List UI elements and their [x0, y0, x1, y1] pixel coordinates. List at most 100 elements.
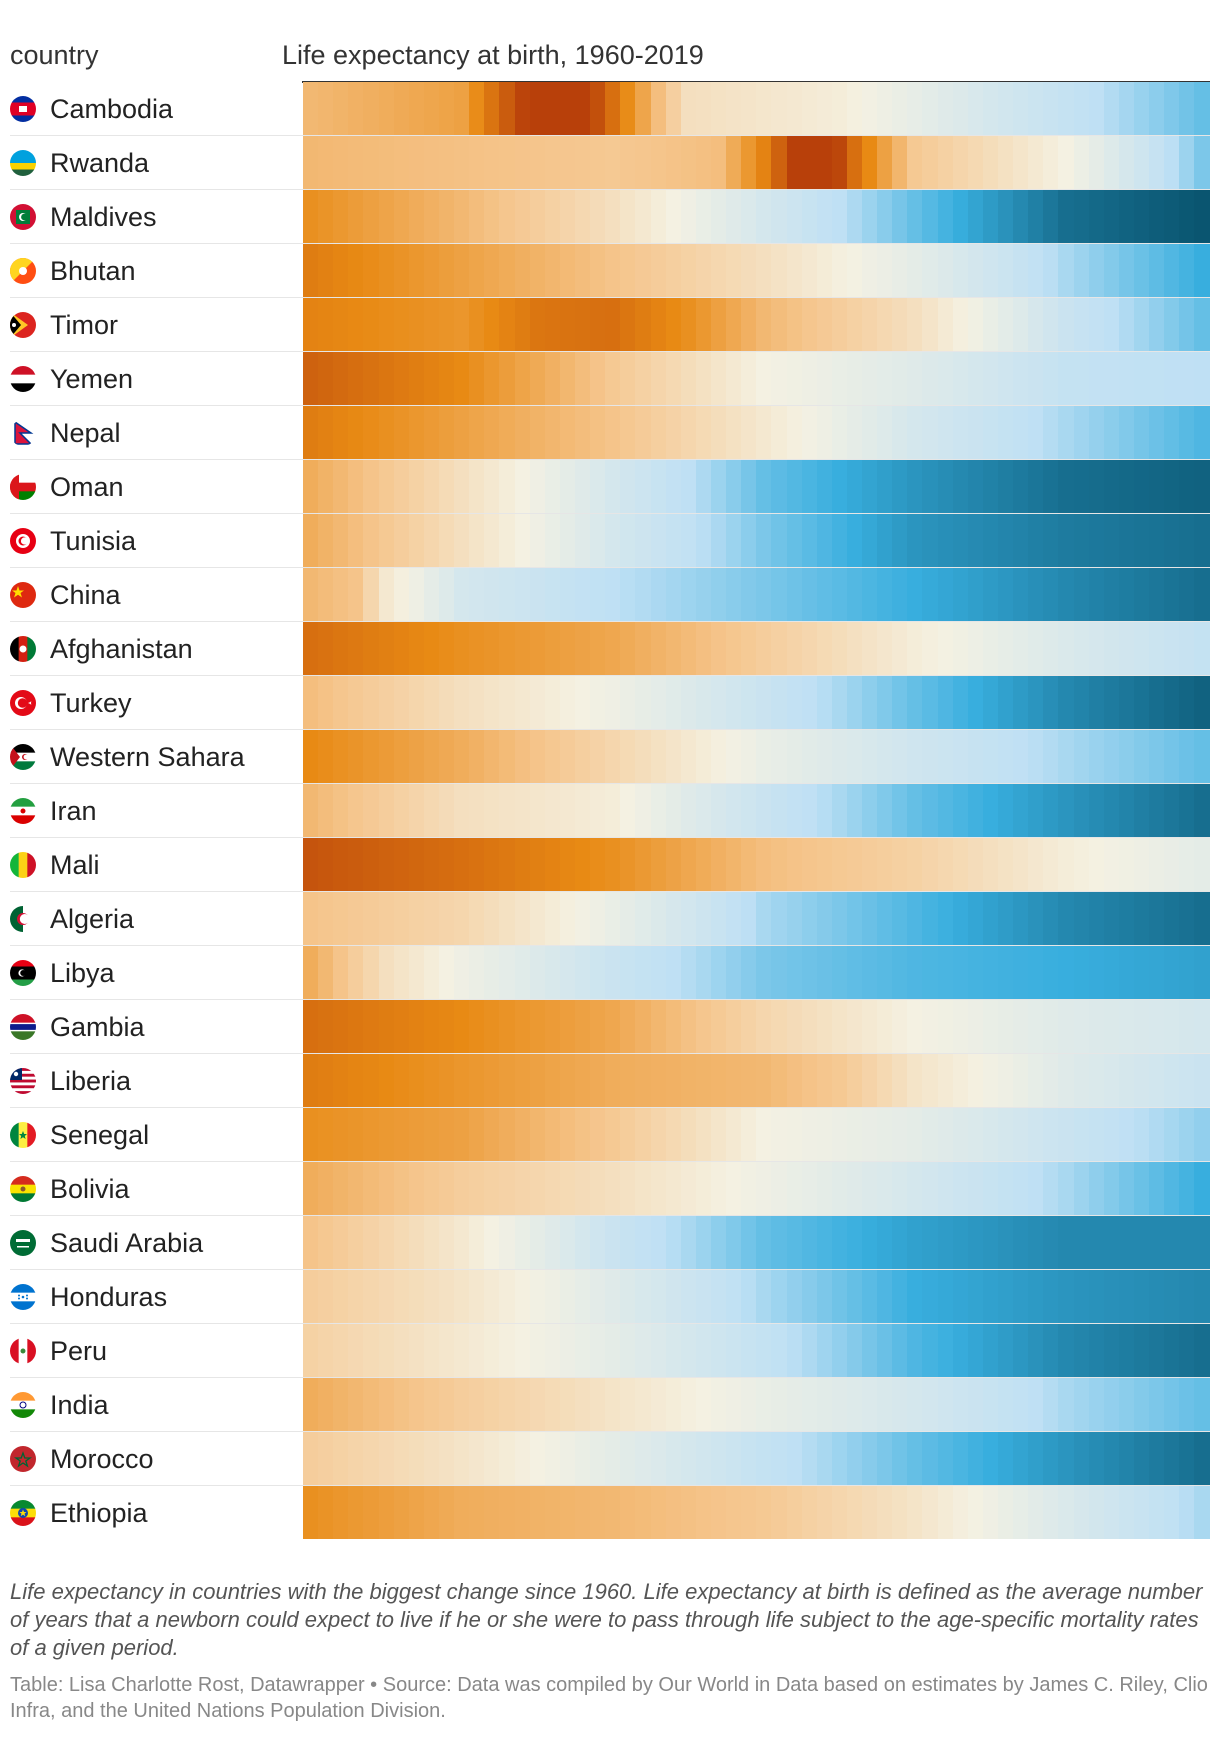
- heat-cell: [695, 1378, 711, 1431]
- heat-cell: [952, 460, 968, 513]
- heat-cell: [1194, 1216, 1210, 1269]
- heat-cell: [680, 784, 696, 837]
- heat-cell: [469, 838, 485, 891]
- heat-cell: [378, 676, 394, 729]
- heat-cell: [1013, 514, 1029, 567]
- heat-cell: [469, 82, 485, 135]
- heat-cell: [710, 1378, 727, 1431]
- heat-cell: [544, 892, 560, 945]
- heat-cell: [982, 82, 999, 135]
- heat-cell: [559, 244, 575, 297]
- heat-cell: [846, 1054, 863, 1107]
- heat-cell: [710, 730, 727, 783]
- heat-cell: [1043, 190, 1059, 243]
- heat-cell: [998, 1054, 1014, 1107]
- heat-cell: [846, 784, 863, 837]
- heat-cell: [499, 460, 515, 513]
- heat-cell: [303, 1324, 319, 1377]
- heat-cell: [771, 784, 787, 837]
- heat-cell: [303, 136, 319, 189]
- heat-cell: [363, 892, 379, 945]
- heat-cell: [907, 568, 923, 621]
- heat-cell: [756, 1432, 772, 1485]
- heat-cell: [726, 514, 742, 567]
- heat-cell: [982, 892, 999, 945]
- heat-cell: [620, 190, 636, 243]
- heat-cell: [514, 190, 530, 243]
- heat-cell: [544, 568, 560, 621]
- heat-cell: [665, 622, 681, 675]
- heat-cell: [469, 622, 485, 675]
- heat-cell: [786, 1108, 802, 1161]
- heat-cell: [574, 784, 591, 837]
- heat-cell: [952, 676, 968, 729]
- heat-cell: [484, 1324, 500, 1377]
- heat-cell: [967, 244, 983, 297]
- heat-cell: [348, 1378, 364, 1431]
- heat-cell: [937, 406, 953, 459]
- heat-cell: [348, 730, 364, 783]
- heat-cell: [499, 622, 515, 675]
- heat-cell: [469, 892, 485, 945]
- heat-cell: [423, 1108, 439, 1161]
- heat-cell: [998, 730, 1014, 783]
- heat-cell: [1134, 784, 1150, 837]
- heat-cell: [877, 514, 893, 567]
- heat-cell: [469, 1000, 485, 1053]
- heat-cell: [922, 406, 938, 459]
- heat-cell: [1088, 1324, 1104, 1377]
- heat-cell: [892, 460, 908, 513]
- heat-cell: [1164, 136, 1180, 189]
- heat-cell: [771, 460, 787, 513]
- heat-cell: [1118, 730, 1135, 783]
- heat-cell: [650, 1270, 666, 1323]
- heat-cell: [1164, 622, 1180, 675]
- heat-cell: [348, 1000, 364, 1053]
- heat-cell: [1179, 784, 1195, 837]
- heat-cell: [982, 568, 999, 621]
- heat-cell: [1149, 622, 1165, 675]
- heat-cell: [786, 892, 802, 945]
- heat-cell: [1134, 190, 1150, 243]
- heat-cell: [499, 1324, 515, 1377]
- heat-cell: [710, 1054, 727, 1107]
- heat-cell: [1013, 784, 1029, 837]
- heat-cell: [544, 1432, 560, 1485]
- heat-cell: [998, 514, 1014, 567]
- heat-cell: [937, 892, 953, 945]
- table-row: Senegal: [10, 1108, 1210, 1162]
- heat-cell: [1043, 352, 1059, 405]
- heat-cell: [982, 406, 999, 459]
- heat-cell: [514, 1216, 530, 1269]
- heat-cell: [937, 298, 953, 351]
- heat-cell: [922, 460, 938, 513]
- heat-cell: [318, 730, 334, 783]
- heat-cell: [710, 622, 727, 675]
- heat-cell: [1103, 1486, 1119, 1539]
- heat-cell: [1103, 676, 1119, 729]
- heat-cell: [650, 730, 666, 783]
- heat-cell: [907, 676, 923, 729]
- heat-cell: [786, 838, 802, 891]
- heat-cell: [982, 298, 999, 351]
- heat-cell: [1088, 1216, 1104, 1269]
- heat-cell: [1194, 136, 1210, 189]
- heat-cell: [846, 1216, 863, 1269]
- heat-cell: [862, 1378, 878, 1431]
- heat-cell: [998, 784, 1014, 837]
- heat-cell: [877, 82, 893, 135]
- heat-cell: [1103, 568, 1119, 621]
- heat-cell: [937, 136, 953, 189]
- heat-cell: [1043, 1216, 1059, 1269]
- heat-strip: [303, 514, 1210, 567]
- heat-cell: [393, 892, 409, 945]
- heat-cell: [620, 1378, 636, 1431]
- heat-cell: [952, 568, 968, 621]
- heat-cell: [1149, 406, 1165, 459]
- heat-cell: [1028, 136, 1044, 189]
- heat-cell: [574, 838, 591, 891]
- heat-cell: [378, 244, 394, 297]
- heat-cell: [1179, 190, 1195, 243]
- heat-cell: [499, 352, 515, 405]
- heat-cell: [998, 892, 1014, 945]
